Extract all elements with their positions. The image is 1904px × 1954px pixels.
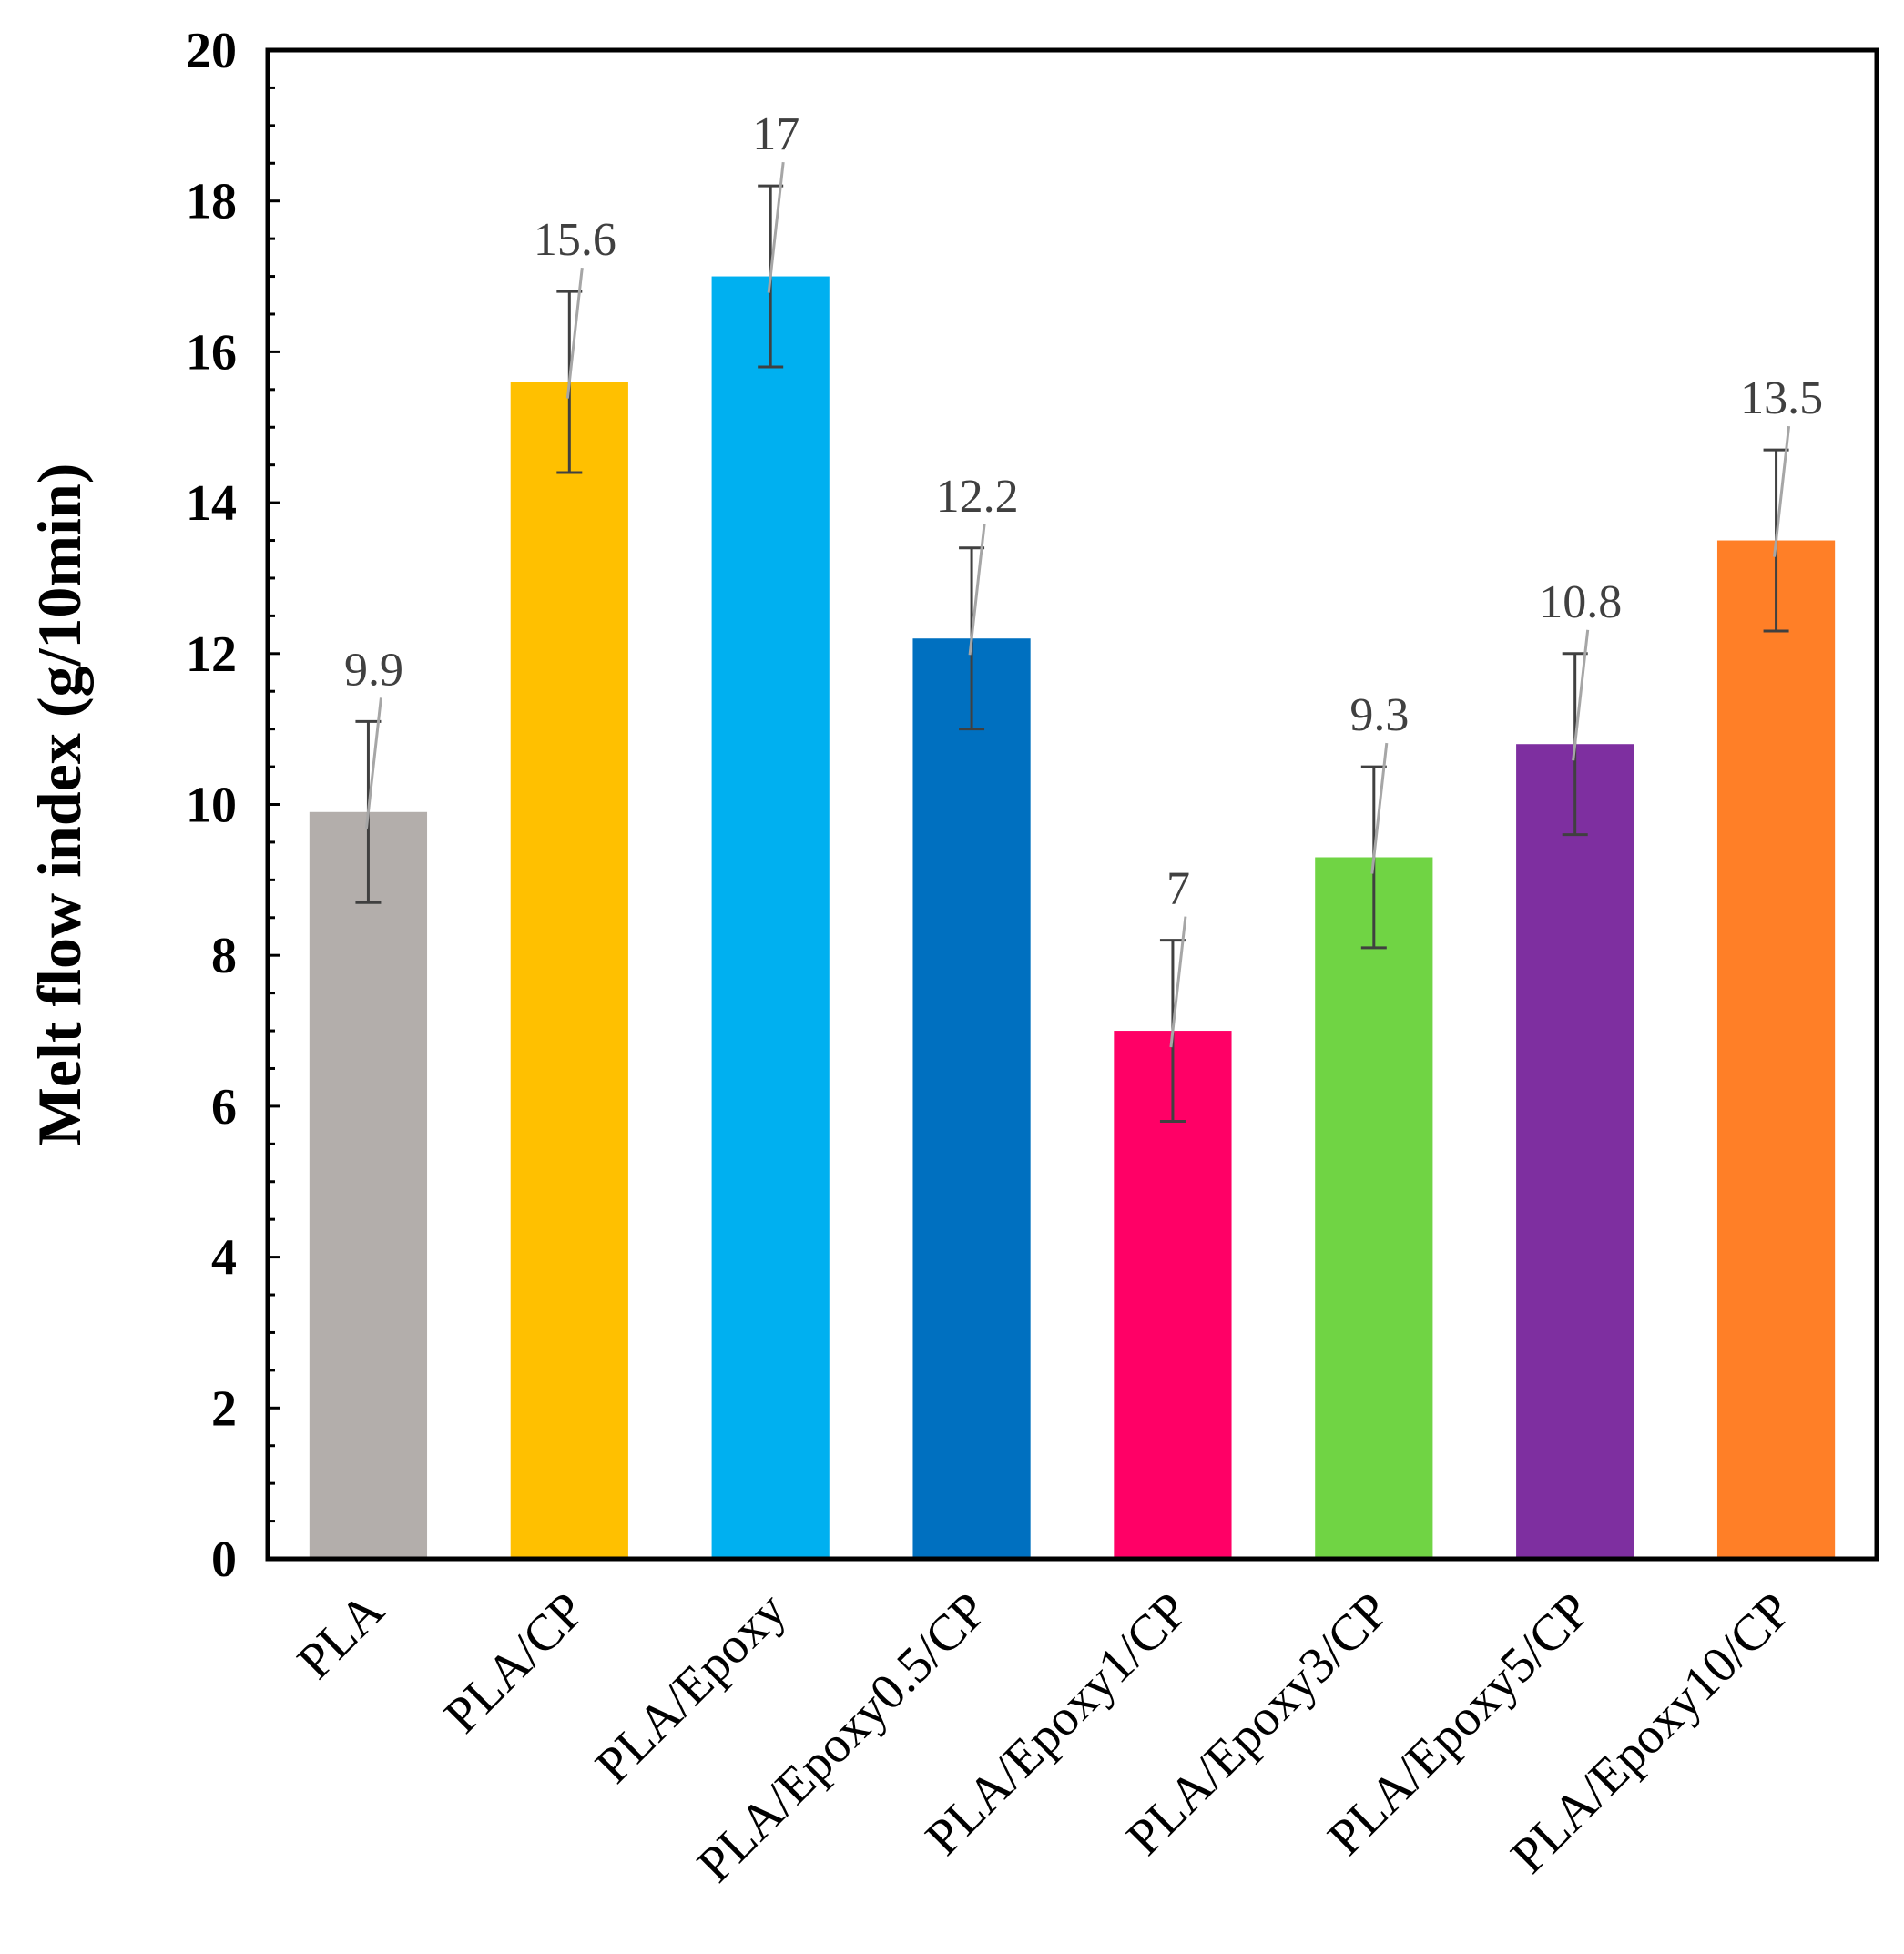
- x-category-label: PLA/CP: [433, 1582, 596, 1744]
- x-axis-category-labels: PLA PLA/CPPLA/EpoxyPLA/Epoxy0.5/CPPLA/Epo…: [287, 1582, 1803, 1893]
- y-axis-title: Melt flow index (g/10min): [25, 463, 94, 1146]
- data-label-leader: [968, 524, 986, 656]
- plot-frame: [265, 47, 1879, 1562]
- bars: [309, 276, 1836, 1559]
- y-tick-label: 10: [186, 778, 237, 834]
- bar: [309, 811, 428, 1559]
- data-label: 9.9: [344, 644, 403, 696]
- data-label-leader: [1572, 629, 1590, 761]
- y-axis-tick-labels: 0 2 4 6 8 10 12 14 16 18 20: [186, 23, 237, 1588]
- bar: [1315, 857, 1433, 1559]
- data-label: 12.2: [936, 471, 1019, 523]
- leader-lines: [364, 161, 1791, 1048]
- data-label-leader: [565, 267, 584, 399]
- x-category-label: PLA/Epoxy: [585, 1582, 797, 1794]
- data-labels: 9.9 15.6 17 12.2 7 9.3 10.8 13.5: [344, 108, 1823, 915]
- data-label: 13.5: [1740, 372, 1823, 424]
- bar: [912, 638, 1031, 1559]
- data-label-leader: [1773, 425, 1791, 557]
- data-label: 9.3: [1349, 689, 1409, 741]
- bar: [1516, 744, 1634, 1559]
- data-label-leader: [1370, 742, 1389, 874]
- y-tick-label: 6: [211, 1079, 237, 1135]
- y-tick-label: 8: [211, 928, 237, 984]
- y-tick-label: 12: [186, 626, 237, 683]
- data-label: 17: [752, 108, 799, 160]
- y-tick-label: 18: [186, 174, 237, 230]
- y-tick-label: 16: [186, 324, 237, 381]
- x-category-label: PLA: [287, 1582, 395, 1690]
- data-label-leader: [1169, 916, 1187, 1048]
- data-label-leader: [364, 697, 382, 829]
- bar: [1716, 540, 1836, 1559]
- data-label: 7: [1166, 863, 1190, 915]
- y-tick-label: 2: [211, 1380, 237, 1437]
- y-tick-label: 4: [211, 1230, 237, 1287]
- data-label: 10.8: [1539, 576, 1622, 628]
- y-tick-label: 0: [211, 1532, 237, 1588]
- y-tick-label: 20: [186, 23, 237, 79]
- bar: [510, 382, 628, 1559]
- bar: [711, 276, 830, 1559]
- data-label-leader: [767, 161, 785, 293]
- y-tick-label: 14: [186, 475, 237, 532]
- data-label: 15.6: [534, 214, 616, 266]
